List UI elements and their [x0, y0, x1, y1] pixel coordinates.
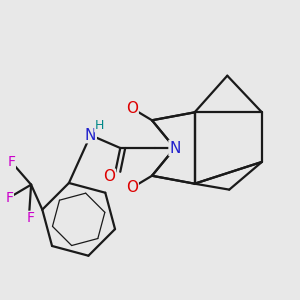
- Text: N: N: [169, 140, 181, 155]
- Text: H: H: [95, 119, 104, 132]
- Text: O: O: [126, 101, 138, 116]
- Text: F: F: [27, 212, 35, 225]
- Text: O: O: [103, 169, 116, 184]
- Text: O: O: [126, 180, 138, 195]
- Text: F: F: [5, 190, 13, 205]
- Text: N: N: [85, 128, 96, 142]
- Text: F: F: [7, 155, 15, 169]
